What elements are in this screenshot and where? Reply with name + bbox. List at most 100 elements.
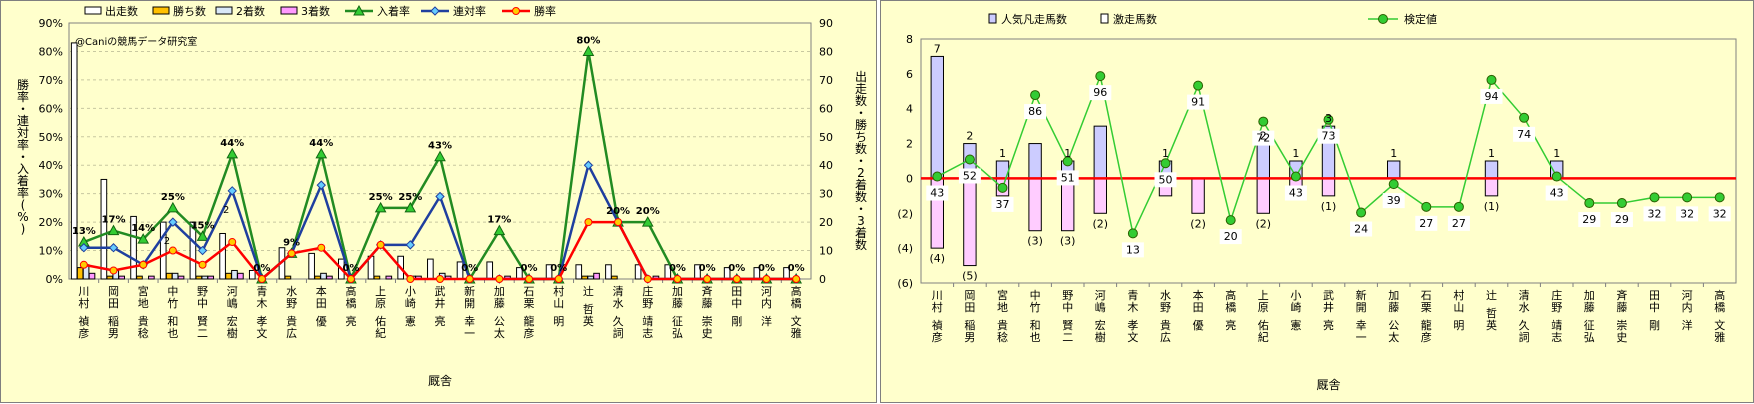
category-label: 加藤 公太 [494,285,505,340]
quinella-rate-point [583,160,594,170]
y-tick: 6 [906,68,913,81]
upset-count-label: 7 [934,42,941,55]
upset-runner-bar [930,55,944,179]
test-value-point [1290,171,1301,182]
test-value-label: 32 [1680,207,1694,220]
legend-label: 検定値 [1404,12,1437,26]
seconds-bar [320,272,327,280]
quinella-rate-point [197,245,208,256]
failure-count-label: (2) [1093,217,1109,230]
category-label: 新開 幸一 [464,284,475,340]
category-label: 上原 佑紀 [375,285,386,340]
data-label: 17% [487,215,511,226]
legend-label: 入着率 [377,4,410,18]
quinella-rate-point [435,191,445,202]
win-rate-point [109,266,118,275]
category-label: 河内 洋 [761,285,772,328]
quinella-rate-point [79,243,89,253]
thirds-bar [177,275,185,280]
test-value-point [1225,215,1236,226]
test-value-point [1258,116,1269,127]
upset-count-label: 1 [999,147,1006,160]
win-rate-point [673,275,682,283]
thirds-bar [326,275,333,280]
left-y-tick: 0% [46,273,63,286]
watermark: @Caniの競馬データ研究室 [75,35,197,48]
test-value-label: 52 [963,169,977,182]
data-label: 0% [758,263,775,274]
test-value-point [1551,171,1562,182]
category-label: 小崎 憲 [405,285,416,328]
data-label: 20% [636,206,660,217]
data-label: 0% [669,263,686,274]
category-label: 青木 孝文 [256,285,267,340]
win-rate-point [346,275,355,283]
place-rate-point [582,45,595,56]
test-value-label: 74 [1517,128,1531,141]
category-label: 岡田 稲男 [964,289,975,344]
test-value-label-bg [1024,104,1047,120]
wins-bar [76,267,84,280]
win-rate-point [139,260,148,269]
test-value-point [1519,112,1530,123]
runs-bar [575,264,583,280]
place-rate-point [167,201,179,213]
category-label: 斉藤 崇史 [702,284,713,340]
failure-count-label: (3) [1027,235,1043,248]
category-label: 野中 賢二 [1062,289,1073,344]
test-value-label: 29 [1582,213,1596,226]
legend-swatch [280,6,298,15]
runs-bar [427,258,434,280]
test-value-label-bg [1513,126,1536,142]
y-tick: 4 [906,103,913,116]
wins-bar [611,275,618,280]
win-rate-point [406,275,415,283]
quinella-rate-point [316,180,326,190]
category-label: 武井 亮 [435,285,446,328]
wins-bar [106,275,114,280]
y-tick: 8 [906,33,913,46]
wins-bar [284,275,292,280]
test-value-point [1356,207,1367,218]
right-y-tick: 0 [819,273,826,286]
category-label: 庄野 靖志 [1551,288,1562,344]
test-value-label: 29 [1615,213,1629,226]
category-label: 加藤 公太 [1388,289,1399,344]
category-label: 斉藤 崇史 [1616,288,1627,344]
category-label: 高橋 亮 [345,284,356,328]
test-value-label-bg [1187,94,1210,110]
place-rate-point [434,150,446,162]
y-tick: (2) [897,207,913,220]
place-rate-point [404,201,417,213]
upset-count-label: 1 [1553,147,1560,160]
right-y-axis-title: 出走数・勝ち数・ 2 着数・ 3 着数 [855,70,867,252]
test-value-label-bg [1708,206,1731,222]
win-rate-point [317,243,326,252]
left-y-tick: 30% [39,188,63,201]
test-value-label: 24 [1354,223,1368,236]
category-label: 加藤 征弘 [672,285,683,340]
test-value-label-bg [991,196,1014,212]
win-rate-point [554,275,563,283]
popular-failure-bar [1321,177,1336,197]
legend-marker [1378,14,1388,24]
test-value-label: 13 [1126,243,1140,256]
legend-marker [430,6,440,16]
test-value-label: 91 [1191,96,1205,109]
seconds-bar [171,272,179,280]
x-axis-title: 厩舎 [428,374,452,388]
test-value-chart: (6)(4)(2)0246843523786519613509120724373… [897,12,1737,392]
wins-bar [165,272,173,280]
data-label: 13% [72,226,96,237]
category-label: 高橋 文雅 [791,284,802,340]
seconds-bar [587,275,594,280]
data-label: 0% [699,263,716,274]
test-value-label-bg [1056,170,1079,186]
right-y-tick: 50 [819,131,833,144]
test-value-point [1193,80,1204,91]
category-label: 中竹 和也 [167,285,178,340]
upset-runner-bar [1387,160,1401,179]
test-value-label-bg [1284,185,1307,201]
place-rate-point [493,224,506,236]
category-label: 宮地 貴稔 [138,284,149,340]
